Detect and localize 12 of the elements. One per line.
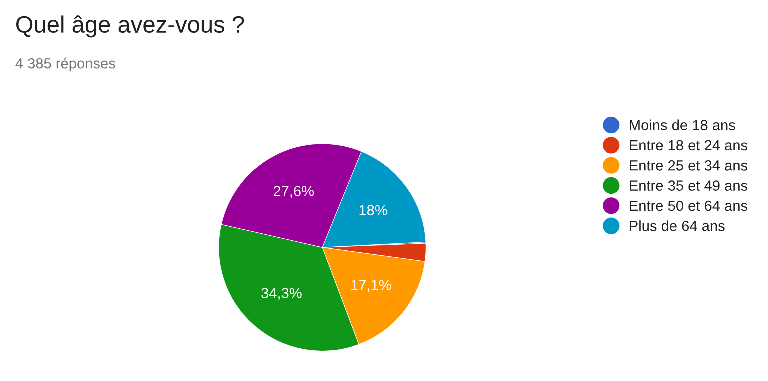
legend-label: Entre 18 et 24 ans: [630, 140, 748, 151]
data-label: 17,1%: [352, 280, 392, 292]
data-label: 27,6%: [274, 186, 314, 198]
legend-label: Entre 35 et 49 ans: [630, 180, 748, 191]
legend-label: Moins de 18 ans: [630, 120, 736, 131]
text: 4 385 réponses: [16, 58, 116, 72]
data-label: 34,3%: [262, 288, 302, 300]
legend-label: Plus de 64 ans: [630, 220, 725, 232]
legend-label: Entre 50 et 64 ans: [630, 200, 748, 212]
legend-label: Entre 25 et 34 ans: [630, 160, 748, 171]
chart-title: Quel âge avez-vous ?: [16, 16, 244, 38]
data-label: 18%: [360, 205, 388, 216]
